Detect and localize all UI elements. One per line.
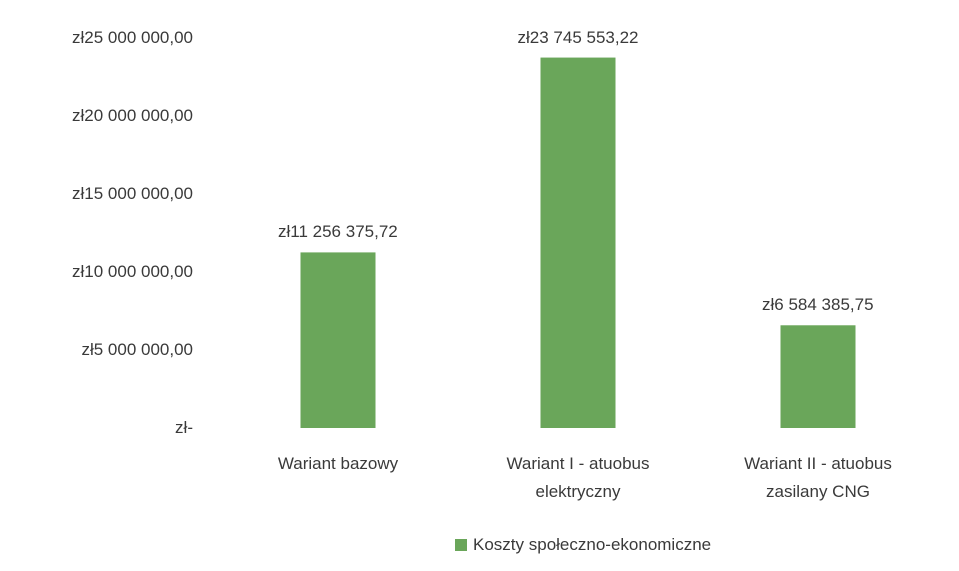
y-tick-label: zł5 000 000,00 — [81, 340, 193, 359]
y-tick-label: zł10 000 000,00 — [72, 262, 193, 281]
x-tick-label: Wariant bazowy — [277, 454, 399, 473]
y-tick-label: zł25 000 000,00 — [72, 28, 193, 47]
x-tick-label: Wariant I - atuobus elektryczny — [506, 454, 650, 501]
legend-swatch — [455, 539, 467, 551]
value-label: zł11 256 375,72 — [278, 222, 398, 242]
value-label: zł6 584 385,75 — [762, 295, 874, 315]
x-tick-label: Wariant II - atuobus zasilany CNG — [744, 454, 892, 501]
bar — [540, 57, 616, 429]
value-label: zł23 745 553,22 — [517, 27, 639, 47]
y-tick-label: zł- — [175, 418, 193, 437]
bar — [780, 325, 856, 428]
y-tick-label: zł15 000 000,00 — [72, 184, 193, 203]
legend-label: Koszty społeczno-ekonomiczne — [473, 535, 712, 554]
y-tick-label: zł20 000 000,00 — [72, 106, 193, 125]
bar — [300, 252, 376, 428]
